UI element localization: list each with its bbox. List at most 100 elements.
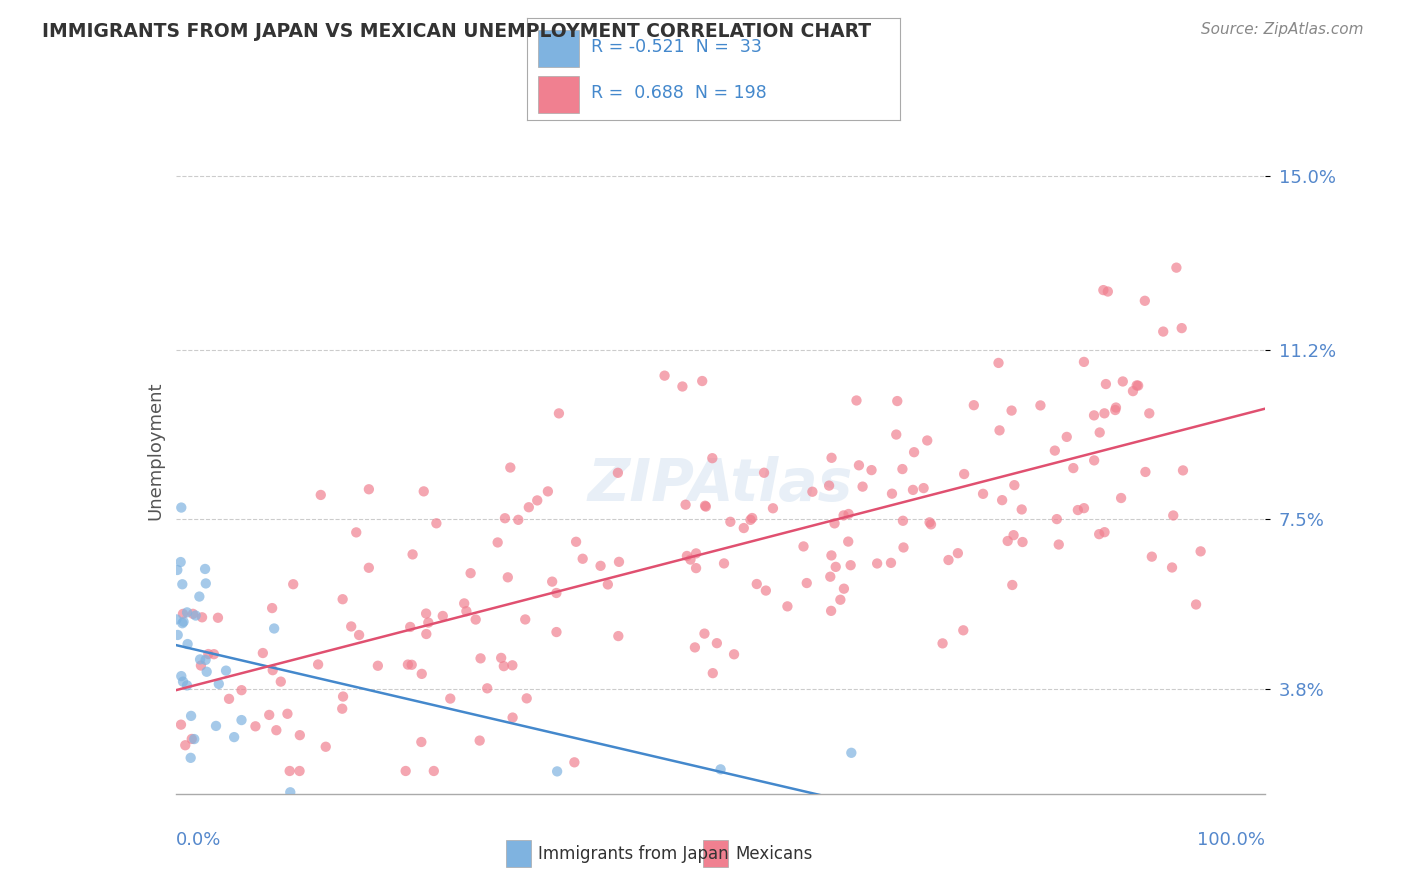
Text: 0.0%: 0.0% <box>176 830 221 848</box>
Point <box>1094 525 1116 540</box>
Point <box>172 577 194 591</box>
Point <box>1088 527 1111 541</box>
Point <box>931 636 953 650</box>
Point <box>838 507 860 521</box>
Point <box>218 691 240 706</box>
Point <box>278 785 301 799</box>
Point <box>606 466 628 480</box>
Point <box>1135 465 1157 479</box>
Point <box>1125 378 1147 392</box>
Point <box>1083 453 1105 467</box>
Point <box>515 612 537 626</box>
Point <box>502 710 524 724</box>
Point <box>252 646 274 660</box>
Point <box>197 647 219 661</box>
Point <box>207 611 229 625</box>
Point <box>263 622 285 636</box>
Point <box>987 356 1010 370</box>
Point <box>245 719 267 733</box>
Point <box>489 651 512 665</box>
Point <box>1001 578 1024 592</box>
Point <box>224 730 246 744</box>
Point <box>1161 560 1184 574</box>
Point <box>918 516 941 530</box>
Point <box>880 486 903 500</box>
Point <box>839 558 862 573</box>
Point <box>172 674 194 689</box>
Point <box>671 379 693 393</box>
Point <box>231 713 253 727</box>
Point <box>1047 537 1070 551</box>
Point <box>396 657 419 672</box>
Point <box>477 681 499 696</box>
Point <box>693 626 716 640</box>
Point <box>607 629 630 643</box>
Point <box>496 570 519 584</box>
Y-axis label: Unemployment: Unemployment <box>146 381 165 520</box>
Text: ZIPAtlas: ZIPAtlas <box>588 457 853 513</box>
Point <box>180 731 202 746</box>
Point <box>1185 598 1208 612</box>
Point <box>173 615 195 629</box>
Point <box>166 563 188 577</box>
Point <box>1171 463 1194 477</box>
Point <box>1122 384 1144 398</box>
Point <box>1073 355 1095 369</box>
Point <box>893 541 915 555</box>
Point <box>952 624 974 638</box>
Point <box>801 484 824 499</box>
Point <box>755 583 778 598</box>
Point <box>170 717 193 731</box>
Point <box>1092 283 1115 297</box>
Point <box>860 463 883 477</box>
Point <box>205 719 228 733</box>
Point <box>988 423 1011 437</box>
Point <box>1011 502 1033 516</box>
Point <box>526 493 548 508</box>
Point <box>492 659 515 673</box>
Point <box>706 636 728 650</box>
Point <box>215 664 238 678</box>
Point <box>439 691 461 706</box>
Point <box>866 557 889 571</box>
Point <box>165 612 187 626</box>
Point <box>330 702 353 716</box>
Point <box>1011 535 1033 549</box>
Point <box>169 555 191 569</box>
Point <box>710 762 733 776</box>
Point <box>423 764 446 778</box>
Point <box>276 706 298 721</box>
Point <box>1046 512 1069 526</box>
Point <box>332 690 354 704</box>
Point <box>494 511 516 525</box>
Point <box>516 691 538 706</box>
Text: Mexicans: Mexicans <box>735 845 813 863</box>
Point <box>367 658 389 673</box>
Point <box>733 521 755 535</box>
Point <box>412 484 434 499</box>
Point <box>718 515 741 529</box>
Point <box>596 577 619 591</box>
Point <box>546 586 568 600</box>
Point <box>685 546 707 560</box>
Point <box>903 445 925 459</box>
Point <box>340 619 363 633</box>
Point <box>344 525 367 540</box>
Point <box>920 517 942 532</box>
Point <box>852 480 875 494</box>
Point <box>901 483 924 497</box>
Point <box>1166 260 1188 275</box>
Point <box>257 707 280 722</box>
Point <box>690 374 713 388</box>
Point <box>1133 293 1156 308</box>
Point <box>170 669 193 683</box>
Point <box>607 555 630 569</box>
Point <box>762 501 785 516</box>
Point <box>776 599 799 614</box>
Point <box>997 533 1019 548</box>
Point <box>456 604 478 618</box>
Point <box>891 462 914 476</box>
Point <box>172 607 194 621</box>
Point <box>571 551 593 566</box>
Point <box>546 625 568 640</box>
